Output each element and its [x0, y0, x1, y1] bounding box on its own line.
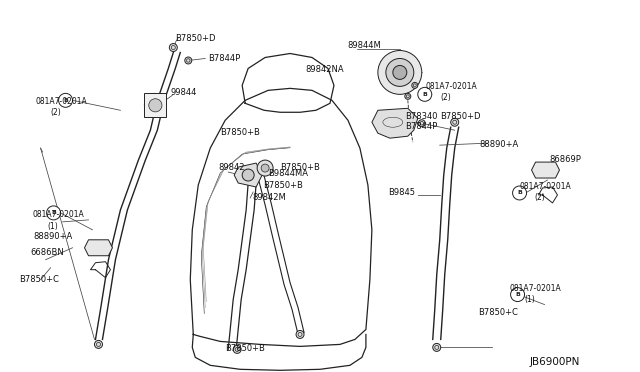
- Circle shape: [511, 288, 525, 302]
- Circle shape: [405, 93, 411, 99]
- Text: 89842: 89842: [218, 163, 244, 172]
- Circle shape: [185, 57, 192, 64]
- Circle shape: [412, 82, 418, 89]
- Text: 081A7-0201A: 081A7-0201A: [36, 97, 88, 106]
- Circle shape: [378, 51, 422, 94]
- Text: 081A7-0201A: 081A7-0201A: [509, 283, 561, 293]
- Circle shape: [242, 169, 254, 181]
- Polygon shape: [372, 108, 418, 138]
- Text: 99844: 99844: [170, 89, 196, 97]
- Text: B: B: [63, 98, 68, 103]
- Text: B7850+B: B7850+B: [263, 181, 303, 190]
- Circle shape: [257, 160, 273, 176]
- Text: 89844M: 89844M: [347, 41, 381, 49]
- Text: B: B: [515, 292, 520, 297]
- Text: B7850+B: B7850+B: [225, 344, 265, 353]
- Circle shape: [95, 340, 102, 349]
- Text: B7850+B: B7850+B: [280, 163, 320, 172]
- Text: 89842M: 89842M: [252, 193, 286, 202]
- Text: B7850+D: B7850+D: [175, 33, 216, 42]
- Circle shape: [419, 120, 425, 127]
- Circle shape: [451, 118, 459, 126]
- Text: 6686BN: 6686BN: [31, 248, 65, 257]
- Text: B78340: B78340: [405, 112, 437, 121]
- Polygon shape: [532, 162, 559, 178]
- Text: B9845: B9845: [388, 188, 415, 197]
- Polygon shape: [84, 240, 113, 256]
- Circle shape: [386, 58, 414, 86]
- Text: B7850+D: B7850+D: [440, 112, 480, 121]
- Text: JB6900PN: JB6900PN: [529, 357, 580, 368]
- Text: B7850+C: B7850+C: [477, 308, 518, 317]
- Text: (2): (2): [441, 93, 451, 102]
- Circle shape: [433, 343, 441, 352]
- Text: 86869P: 86869P: [550, 155, 581, 164]
- Circle shape: [148, 99, 162, 112]
- Text: B7850+C: B7850+C: [19, 275, 58, 284]
- Circle shape: [296, 330, 304, 339]
- Circle shape: [393, 65, 407, 79]
- Text: B: B: [422, 92, 428, 97]
- Text: B7844P: B7844P: [208, 54, 241, 64]
- Text: (2): (2): [534, 193, 545, 202]
- Polygon shape: [145, 93, 166, 117]
- Text: B: B: [51, 211, 56, 215]
- Text: 081A7-0201A: 081A7-0201A: [426, 82, 477, 92]
- Text: B7850+B: B7850+B: [220, 128, 260, 137]
- Text: B7844P: B7844P: [405, 122, 437, 131]
- Circle shape: [261, 164, 269, 172]
- Text: 88890+A: 88890+A: [479, 140, 519, 149]
- Text: 081A7-0201A: 081A7-0201A: [520, 182, 572, 191]
- Text: 89842NA: 89842NA: [305, 65, 344, 74]
- Text: (1): (1): [47, 222, 58, 231]
- Circle shape: [233, 346, 241, 353]
- Circle shape: [59, 93, 72, 107]
- Text: B9844MA: B9844MA: [268, 169, 308, 178]
- Text: (2): (2): [51, 108, 61, 117]
- Text: 88890+A: 88890+A: [34, 232, 73, 241]
- Circle shape: [418, 87, 432, 101]
- Circle shape: [47, 206, 61, 220]
- Text: (1): (1): [525, 295, 535, 304]
- Circle shape: [170, 44, 177, 51]
- Text: B: B: [517, 190, 522, 195]
- Circle shape: [513, 186, 527, 200]
- Polygon shape: [234, 163, 262, 187]
- Text: 081A7-0201A: 081A7-0201A: [33, 210, 84, 219]
